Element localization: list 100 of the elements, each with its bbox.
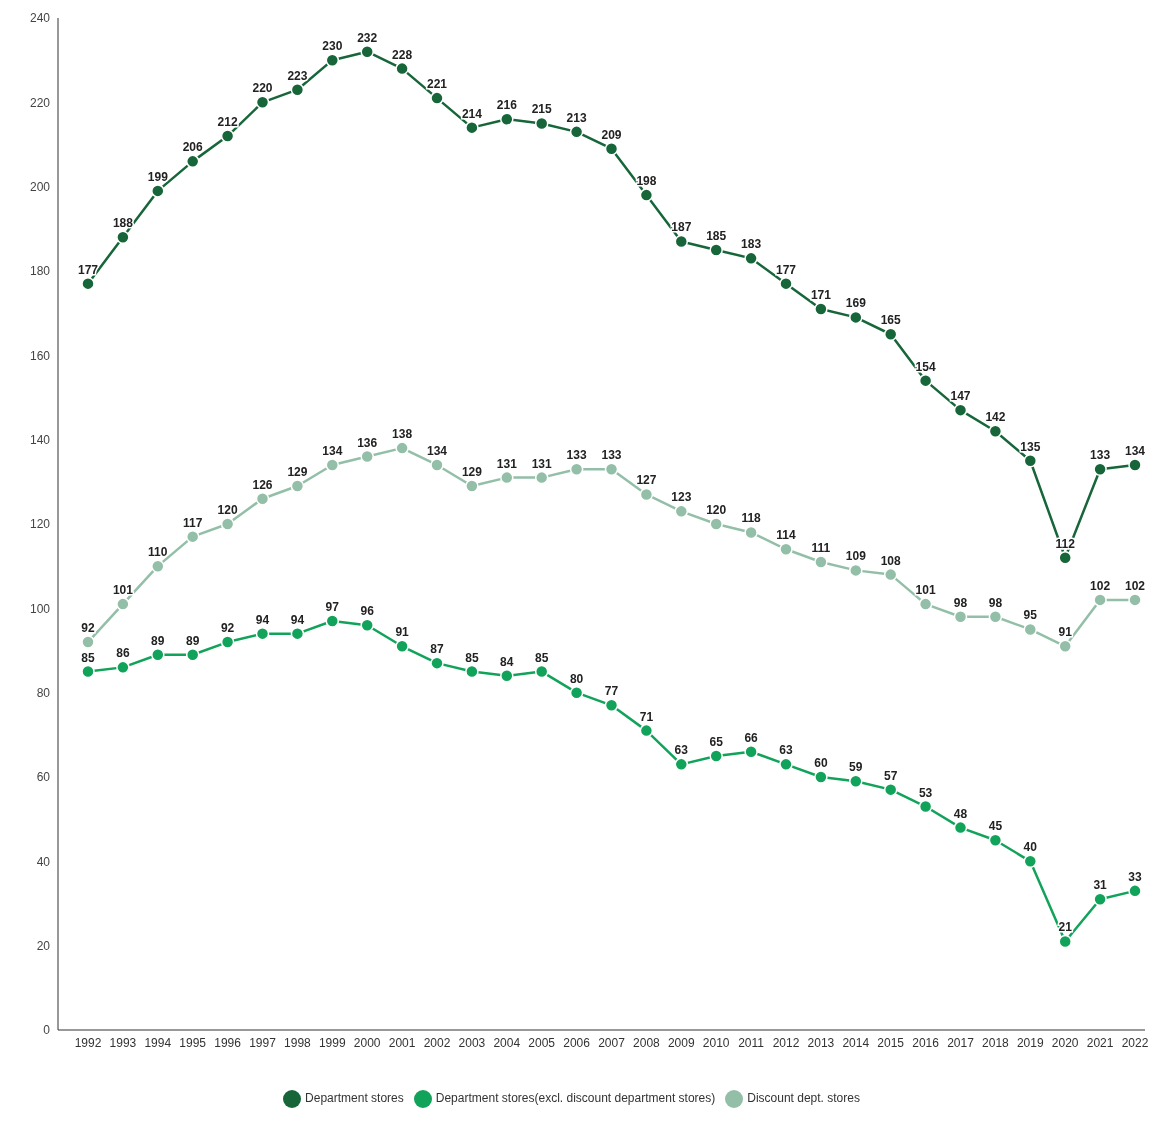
point — [220, 517, 235, 531]
point — [918, 373, 933, 388]
point — [604, 462, 619, 476]
x-tick-label: 2002 — [423, 1035, 451, 1050]
point — [918, 799, 933, 814]
data-label: 131 — [531, 456, 553, 471]
y-tick-label: 240 — [29, 11, 51, 26]
data-label: 117 — [183, 515, 203, 530]
point — [465, 664, 479, 679]
data-label: 91 — [1058, 625, 1073, 640]
point — [849, 563, 863, 578]
x-tick-label: 2019 — [1016, 1035, 1044, 1050]
point — [1023, 454, 1038, 468]
point — [569, 462, 584, 476]
point — [500, 112, 514, 126]
data-label: 123 — [671, 490, 692, 505]
x-tick-label: 2007 — [598, 1035, 626, 1050]
x-tick-label: 2017 — [947, 1035, 975, 1050]
data-label: 221 — [426, 77, 448, 92]
data-label: 108 — [880, 553, 902, 568]
data-label: 114 — [776, 528, 797, 543]
data-label: 111 — [811, 540, 831, 555]
x-tick-label: 2010 — [702, 1035, 730, 1050]
point — [500, 669, 514, 683]
data-label: 120 — [706, 503, 727, 517]
data-label: 165 — [880, 313, 902, 328]
point — [1023, 622, 1038, 637]
point — [1058, 934, 1072, 949]
data-label: 177 — [775, 262, 797, 277]
data-label: 102 — [1090, 578, 1111, 593]
x-tick-label: 2004 — [493, 1035, 521, 1050]
x-tick-label: 2001 — [388, 1035, 416, 1050]
point — [674, 757, 689, 772]
data-label: 216 — [496, 98, 518, 113]
data-label: 169 — [845, 296, 867, 311]
point — [325, 53, 340, 67]
x-tick-label: 2006 — [563, 1035, 591, 1050]
data-label: 94 — [255, 612, 270, 627]
x-tick-label: 2003 — [458, 1035, 486, 1050]
point — [779, 276, 793, 291]
data-label: 198 — [636, 174, 657, 189]
data-label: 133 — [1090, 448, 1111, 463]
y-tick-label: 180 — [29, 264, 51, 279]
data-label: 133 — [601, 448, 622, 463]
x-tick-label: 2009 — [667, 1035, 695, 1050]
y-tick-label: 60 — [36, 770, 51, 785]
data-label: 101 — [112, 583, 134, 598]
data-label: 142 — [985, 410, 1006, 425]
data-label: 129 — [461, 465, 483, 480]
y-tick-label: 40 — [36, 854, 51, 869]
point — [185, 154, 200, 169]
point — [255, 626, 270, 641]
data-label: 71 — [639, 709, 654, 724]
point — [883, 327, 898, 341]
data-label: 65 — [709, 734, 724, 749]
data-label: 85 — [535, 650, 549, 665]
data-label: 212 — [217, 115, 238, 130]
point — [290, 479, 305, 493]
x-tick-label: 2008 — [633, 1035, 661, 1050]
point — [1128, 884, 1142, 898]
data-label: 53 — [918, 785, 933, 800]
data-label: 199 — [147, 169, 169, 184]
data-label: 138 — [392, 427, 413, 442]
point — [116, 230, 130, 245]
data-label: 87 — [430, 642, 444, 657]
point — [500, 470, 514, 485]
data-label: 223 — [287, 68, 308, 83]
data-label: 154 — [915, 359, 936, 374]
x-tick-label: 1993 — [109, 1035, 137, 1050]
data-label: 102 — [1124, 578, 1146, 593]
data-label: 177 — [77, 262, 99, 277]
data-label: 110 — [148, 545, 168, 560]
data-label: 59 — [849, 760, 863, 775]
data-label: 215 — [531, 102, 553, 117]
data-label: 136 — [357, 435, 378, 450]
point — [988, 610, 1003, 624]
point — [255, 95, 270, 110]
x-tick-label: 2011 — [738, 1035, 765, 1050]
data-label: 232 — [357, 30, 378, 45]
point — [953, 820, 968, 835]
point — [220, 129, 235, 143]
x-tick-label: 2000 — [353, 1035, 381, 1050]
data-label: 92 — [81, 621, 95, 636]
point — [81, 664, 95, 679]
point — [953, 403, 968, 417]
data-label: 206 — [182, 140, 204, 155]
data-label: 213 — [566, 110, 587, 125]
x-tick-label: 2005 — [528, 1035, 556, 1050]
y-tick-label: 220 — [29, 95, 51, 110]
x-tick-label: 1996 — [214, 1035, 242, 1050]
data-label: 33 — [1128, 869, 1142, 884]
x-tick-label: 2015 — [877, 1035, 905, 1050]
data-label: 214 — [461, 106, 483, 121]
point — [604, 698, 619, 713]
data-label: 96 — [360, 604, 375, 619]
y-tick-label: 120 — [29, 517, 51, 532]
point — [325, 614, 340, 628]
point — [779, 542, 793, 557]
data-label: 85 — [81, 650, 95, 665]
data-label: 129 — [287, 465, 308, 480]
